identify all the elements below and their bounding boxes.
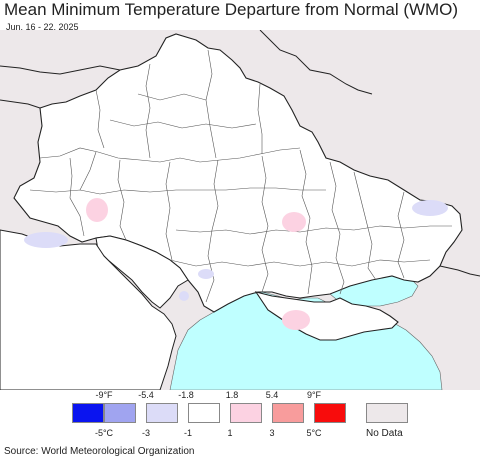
legend-c-tick: -5°C [94, 428, 114, 438]
source-credit: Source: World Meteorological Organizatio… [4, 446, 195, 457]
date-range: Jun. 16 - 22, 2025 [6, 22, 79, 32]
legend-f-tick: -5.4 [138, 390, 154, 400]
moldova-land [95, 235, 189, 309]
crimea-land [254, 291, 399, 341]
no-data-label: No Data [366, 428, 403, 439]
legend-c-tick: 1 [227, 428, 233, 438]
legend-swatch [72, 403, 104, 423]
warm-anomaly-west [86, 198, 108, 222]
warm-anomaly-crimea [282, 310, 310, 330]
no-data-swatch [366, 403, 408, 423]
ukraine-land [13, 33, 463, 313]
cool-anomaly-romania [24, 232, 68, 248]
legend-swatch [146, 403, 178, 423]
legend-swatch [314, 403, 346, 423]
legend-c-tick: 5°C [306, 428, 322, 438]
anomaly-patches [24, 198, 448, 330]
legend-swatch [272, 403, 304, 423]
legend-c-tick: -1 [183, 428, 193, 438]
legend-c-tick: -3 [141, 428, 151, 438]
oblast-boundaries [29, 49, 452, 303]
legend-swatch [188, 403, 220, 423]
temperature-map [0, 30, 480, 390]
legend-f-tick: 5.4 [265, 390, 279, 400]
legend-c-tick: 3 [269, 428, 275, 438]
map-title: Mean Minimum Temperature Departure from … [4, 0, 459, 19]
cool-anomaly-south [198, 269, 214, 279]
legend-swatch [104, 403, 136, 423]
legend-f-tick: -1.8 [178, 390, 194, 400]
cool-anomaly-coast [179, 291, 189, 301]
legend-f-tick: 9°F [306, 390, 322, 400]
legend-f-tick: 1.8 [225, 390, 239, 400]
legend-swatch [230, 403, 262, 423]
legend: -9°F -5.4 -1.8 1.8 5.4 9°F -5°C -3 -1 1 … [0, 388, 480, 440]
country-borders [0, 30, 480, 277]
warm-anomaly-central [282, 212, 306, 232]
cool-anomaly-east [412, 200, 448, 216]
legend-f-tick: -9°F [95, 390, 113, 400]
